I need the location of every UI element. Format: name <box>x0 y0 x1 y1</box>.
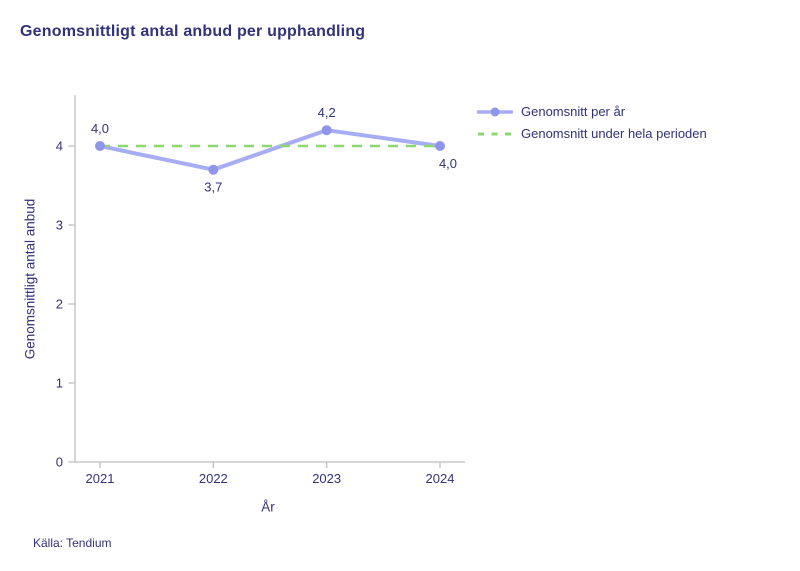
x-tick-label: 2024 <box>426 471 455 486</box>
data-point-marker <box>95 141 105 151</box>
y-axis-title: Genomsnittligt antal anbud <box>22 198 38 360</box>
legend: Genomsnitt per år Genomsnitt under hela … <box>477 104 707 141</box>
source-caption: Källa: Tendium <box>33 536 112 550</box>
dashed-line-swatch-icon <box>478 132 512 135</box>
x-axis-title: År <box>261 499 275 515</box>
legend-label-genomsnitt-per-ar: Genomsnitt per år <box>521 104 626 119</box>
legend-label-genomsnitt-hela-perioden: Genomsnitt under hela perioden <box>521 126 707 141</box>
y-tick-label: 3 <box>56 218 63 233</box>
data-point-label: 4,2 <box>318 105 336 120</box>
data-point-label: 3,7 <box>204 180 222 195</box>
x-tick-label: 2022 <box>199 471 228 486</box>
data-point-label: 4,0 <box>91 121 109 136</box>
data-point-marker <box>208 164 219 175</box>
y-tick-label: 2 <box>56 297 63 312</box>
y-tick-label: 4 <box>56 139 63 154</box>
series-line-genomsnitt-per-ar <box>98 128 442 172</box>
data-point-label: 4,0 <box>439 156 457 171</box>
data-point-marker <box>321 125 332 136</box>
line-marker-swatch-icon <box>477 107 513 116</box>
y-tick-label: 1 <box>56 376 63 391</box>
y-tick-label: 0 <box>56 455 63 470</box>
legend-item-genomsnitt-per-ar[interactable]: Genomsnitt per år <box>477 104 707 119</box>
legend-item-genomsnitt-hela-perioden[interactable]: Genomsnitt under hela perioden <box>477 126 707 141</box>
x-tick-label: 2021 <box>86 471 115 486</box>
x-tick-label: 2023 <box>312 471 341 486</box>
chart-title: Genomsnittligt antal anbud per upphandli… <box>20 23 366 40</box>
data-point-marker <box>435 141 445 151</box>
